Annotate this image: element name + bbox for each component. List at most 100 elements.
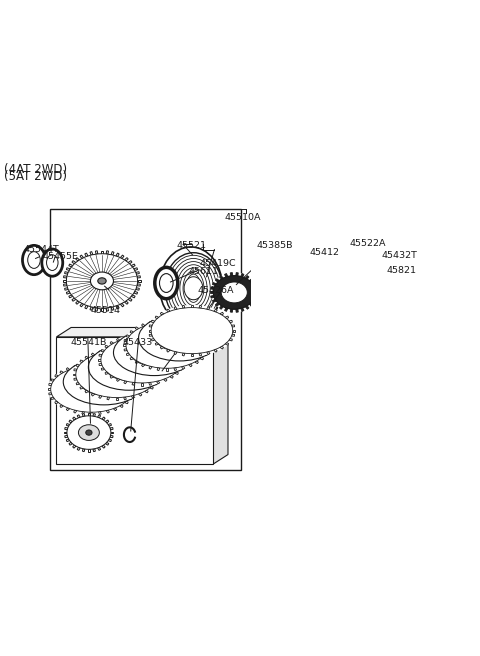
Polygon shape <box>111 307 114 310</box>
Text: 45510A: 45510A <box>225 213 261 222</box>
Ellipse shape <box>48 363 135 415</box>
Polygon shape <box>166 368 168 371</box>
Polygon shape <box>149 382 151 385</box>
Polygon shape <box>229 338 232 341</box>
Polygon shape <box>225 274 228 277</box>
Ellipse shape <box>210 273 258 312</box>
Polygon shape <box>125 258 128 261</box>
Polygon shape <box>136 272 139 274</box>
Polygon shape <box>66 439 70 441</box>
Polygon shape <box>175 345 179 348</box>
Polygon shape <box>170 342 173 344</box>
Polygon shape <box>51 397 54 400</box>
Polygon shape <box>124 380 127 384</box>
Polygon shape <box>76 382 79 385</box>
Polygon shape <box>191 305 193 308</box>
Polygon shape <box>91 353 95 356</box>
Text: (5AT 2WD): (5AT 2WD) <box>4 170 67 183</box>
Polygon shape <box>252 283 256 285</box>
Polygon shape <box>83 449 85 452</box>
Polygon shape <box>90 307 93 310</box>
Polygon shape <box>107 365 109 369</box>
Polygon shape <box>72 445 76 448</box>
Polygon shape <box>98 364 101 367</box>
Polygon shape <box>128 298 132 301</box>
Ellipse shape <box>250 270 294 324</box>
Polygon shape <box>102 417 105 420</box>
Polygon shape <box>77 447 80 451</box>
Polygon shape <box>106 420 109 423</box>
Polygon shape <box>195 361 198 363</box>
Ellipse shape <box>51 366 132 412</box>
Polygon shape <box>107 410 109 413</box>
Polygon shape <box>157 374 160 375</box>
Ellipse shape <box>47 255 58 270</box>
Polygon shape <box>230 273 233 276</box>
Polygon shape <box>132 264 135 267</box>
Polygon shape <box>69 420 72 423</box>
Polygon shape <box>252 299 256 302</box>
Polygon shape <box>108 424 111 426</box>
Polygon shape <box>214 349 217 352</box>
Polygon shape <box>174 367 177 371</box>
Polygon shape <box>66 424 70 426</box>
Polygon shape <box>128 260 132 264</box>
Polygon shape <box>82 411 84 415</box>
Ellipse shape <box>78 424 99 440</box>
Ellipse shape <box>73 349 160 400</box>
Polygon shape <box>88 449 90 452</box>
Polygon shape <box>156 369 159 371</box>
Ellipse shape <box>290 287 311 314</box>
Polygon shape <box>76 258 79 261</box>
Polygon shape <box>207 352 210 354</box>
Polygon shape <box>141 335 143 337</box>
Polygon shape <box>114 367 117 371</box>
Polygon shape <box>83 413 85 417</box>
Polygon shape <box>101 368 104 370</box>
Polygon shape <box>150 360 153 363</box>
Polygon shape <box>149 321 152 325</box>
Polygon shape <box>157 367 160 371</box>
Polygon shape <box>110 436 113 438</box>
Polygon shape <box>229 320 232 323</box>
Polygon shape <box>129 379 132 381</box>
Polygon shape <box>124 340 127 342</box>
Polygon shape <box>225 308 228 312</box>
Polygon shape <box>130 357 133 360</box>
Polygon shape <box>98 411 101 415</box>
Polygon shape <box>207 340 209 342</box>
Polygon shape <box>117 338 120 342</box>
Polygon shape <box>204 353 207 356</box>
Polygon shape <box>116 305 119 309</box>
Polygon shape <box>216 302 219 306</box>
Polygon shape <box>77 415 80 418</box>
Polygon shape <box>60 371 63 374</box>
Polygon shape <box>76 301 79 304</box>
Polygon shape <box>72 417 76 420</box>
Polygon shape <box>182 366 185 369</box>
Polygon shape <box>132 382 134 385</box>
Polygon shape <box>91 393 95 396</box>
Polygon shape <box>142 324 145 327</box>
Polygon shape <box>245 306 249 309</box>
Text: 45412: 45412 <box>310 248 339 257</box>
Polygon shape <box>80 303 84 307</box>
Polygon shape <box>213 299 216 302</box>
Polygon shape <box>139 393 142 396</box>
Polygon shape <box>90 252 93 255</box>
Text: 45521: 45521 <box>177 241 207 250</box>
Ellipse shape <box>168 255 220 321</box>
Polygon shape <box>220 346 224 349</box>
Polygon shape <box>85 253 88 256</box>
Ellipse shape <box>159 274 173 293</box>
Polygon shape <box>214 309 217 312</box>
Polygon shape <box>66 407 70 411</box>
Polygon shape <box>116 349 118 352</box>
Polygon shape <box>65 272 68 274</box>
Text: 45514: 45514 <box>90 306 120 314</box>
Polygon shape <box>65 428 68 430</box>
Polygon shape <box>160 312 164 315</box>
Polygon shape <box>106 442 109 445</box>
Polygon shape <box>137 276 140 278</box>
Polygon shape <box>76 364 79 367</box>
